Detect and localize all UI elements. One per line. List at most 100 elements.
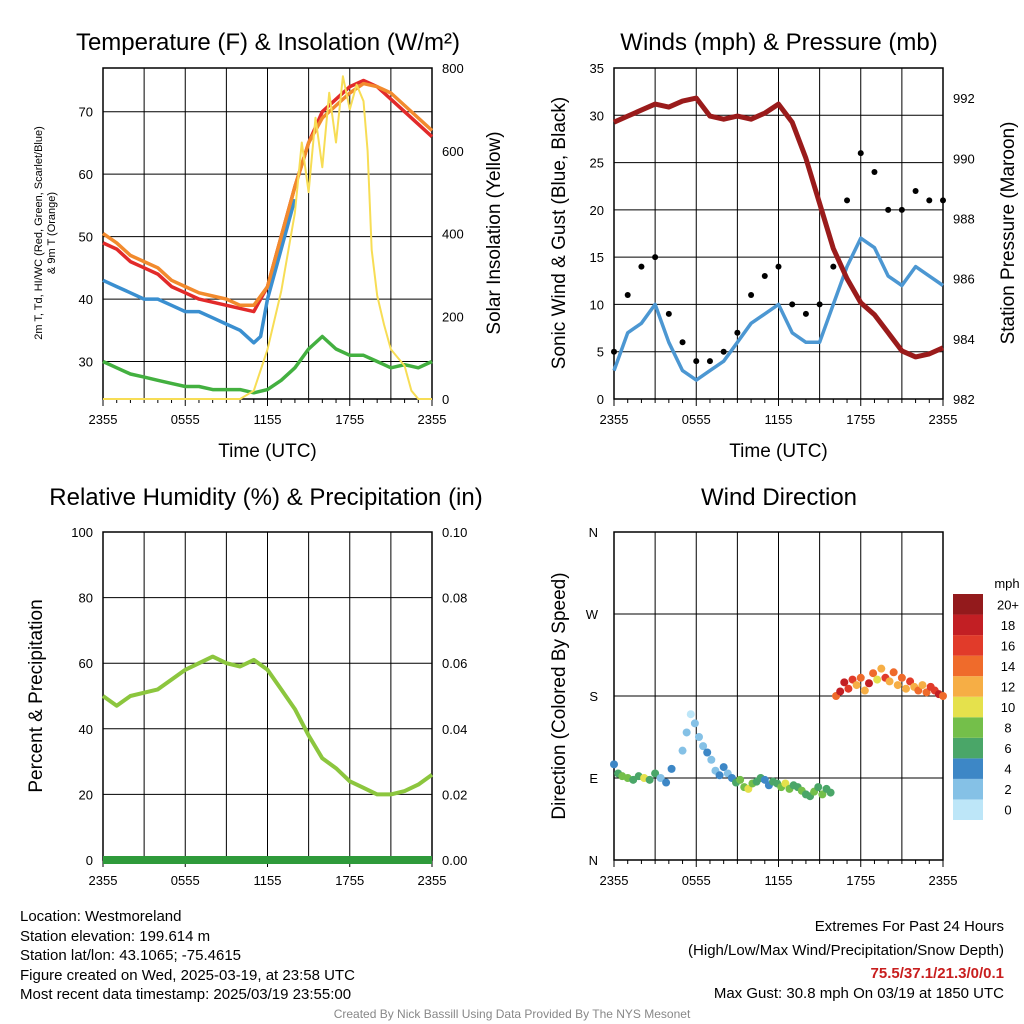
y-tick-label: 80 — [79, 591, 93, 606]
y-tick-label: 0 — [597, 392, 604, 407]
y-axis-label: Sonic Wind & Gust (Blue, Black) — [549, 97, 570, 369]
direction-point — [814, 783, 823, 792]
y2-tick-label: 200 — [442, 309, 464, 324]
gust-point — [706, 358, 713, 365]
direction-point — [818, 790, 827, 799]
extremes-block: Extremes For Past 24 Hours (High/Low/Max… — [688, 917, 1004, 1003]
gust-point — [926, 197, 933, 204]
colorbar-segment — [953, 614, 983, 636]
direction-point — [781, 779, 790, 788]
chart-title: Wind Direction — [701, 484, 857, 511]
direction-point — [914, 686, 923, 695]
chart-title: Temperature (F) & Insolation (W/m²) — [76, 29, 460, 56]
created-text: Figure created on Wed, 2025-03-19, at 23… — [20, 966, 355, 984]
max-gust-text: Max Gust: 30.8 mph On 03/19 at 1850 UTC — [713, 984, 1004, 1002]
x-tick-label: 2355 — [89, 412, 118, 427]
station-info: Location: Westmoreland Station elevation… — [20, 907, 355, 1005]
x-tick-label: 2355 — [600, 873, 629, 888]
y-tick-label: E — [589, 771, 598, 786]
colorbar-segment — [953, 758, 983, 779]
gust-point — [679, 339, 686, 346]
direction-point — [744, 784, 753, 793]
colorbar-segment — [953, 778, 983, 800]
colorbar-label: 4 — [1004, 762, 1011, 777]
gust-point — [748, 291, 755, 298]
colorbar-label: 0 — [1004, 803, 1011, 818]
y-axis-label-line1: 2m T, Td, HI/WC (Red, Green, Scarlet/Blu… — [33, 126, 45, 340]
x-axis-label: Time (UTC) — [729, 441, 828, 462]
y-tick-label: W — [586, 607, 599, 622]
direction-point — [686, 710, 695, 719]
gust-point — [624, 291, 631, 298]
y2-tick-label: 0.08 — [442, 591, 467, 606]
y-tick-label: 5 — [597, 345, 604, 360]
x-tick-label: 1155 — [254, 873, 282, 888]
extremes-values: 75.5/37.1/21.3/0/0.1 — [870, 965, 1004, 982]
chart-title: Winds (mph) & Pressure (mb) — [620, 29, 937, 56]
direction-point — [906, 677, 915, 686]
y2-tick-label: 0.04 — [442, 722, 467, 737]
direction-point — [860, 686, 869, 695]
series-line-9m-t — [102, 81, 434, 308]
y2-tick-label: 0.02 — [442, 787, 467, 802]
direction-point — [703, 748, 712, 757]
direction-point — [699, 742, 708, 751]
y-tick-label: 15 — [590, 250, 604, 265]
y-tick-label: 10 — [590, 297, 604, 312]
direction-point — [667, 764, 676, 773]
gust-point — [775, 263, 782, 270]
x-tick-label: 1155 — [765, 873, 793, 888]
gust-point — [652, 254, 659, 261]
y2-axis-label: Solar Insolation (Yellow) — [484, 131, 505, 334]
y2-tick-label: 800 — [442, 61, 464, 76]
gust-point — [885, 206, 892, 213]
direction-point — [918, 681, 927, 690]
direction-point — [848, 675, 857, 684]
y-tick-label: N — [589, 853, 598, 868]
gust-point — [789, 301, 796, 308]
direction-point — [889, 668, 898, 677]
x-tick-label: 0555 — [682, 873, 711, 888]
y-tick-label: 60 — [79, 656, 93, 671]
direction-point — [922, 688, 931, 697]
direction-point — [610, 760, 618, 769]
colorbar-segment — [953, 655, 983, 677]
direction-point — [885, 677, 894, 686]
recent-data-text: Most recent data timestamp: 2025/03/19 2… — [20, 986, 352, 1003]
y2-tick-label: 0 — [442, 392, 449, 407]
series-line-wind-chill — [102, 198, 297, 345]
series-line-pressure — [612, 95, 945, 360]
x-tick-label: 0555 — [171, 412, 200, 427]
direction-point — [719, 763, 728, 772]
direction-point — [897, 673, 906, 682]
colorbar-label: 6 — [1004, 741, 1011, 756]
direction-point — [877, 664, 886, 673]
extremes-subtitle: (High/Low/Max Wind/Precipitation/Snow De… — [688, 941, 1004, 959]
y-tick-label: 20 — [590, 203, 604, 218]
y-tick-label: 100 — [71, 525, 93, 540]
gust-point — [638, 263, 645, 270]
colorbar-segment — [953, 594, 983, 615]
direction-point — [893, 681, 902, 690]
series-line-2m-td — [102, 334, 433, 395]
y-axis-label: Percent & Precipitation — [26, 599, 47, 792]
direction-point — [662, 778, 671, 787]
y2-tick-label: 982 — [953, 392, 975, 407]
direction-point — [869, 669, 878, 678]
series-line-solar — [103, 75, 432, 400]
y2-axis-label: Station Pressure (Maroon) — [998, 122, 1019, 345]
gust-point — [857, 150, 864, 157]
direction-point — [715, 771, 724, 780]
y-tick-label: 35 — [590, 61, 604, 76]
colorbar-label: 16 — [1001, 638, 1015, 653]
direction-point — [707, 755, 716, 764]
y-tick-label: 20 — [79, 787, 93, 802]
x-axis-label: Time (UTC) — [218, 441, 317, 462]
x-tick-label: 2355 — [418, 412, 447, 427]
gust-point — [693, 358, 700, 365]
direction-point — [844, 684, 853, 693]
chart-title: Relative Humidity (%) & Precipitation (i… — [49, 484, 482, 511]
direction-point — [682, 728, 691, 737]
gust-point — [734, 329, 741, 336]
